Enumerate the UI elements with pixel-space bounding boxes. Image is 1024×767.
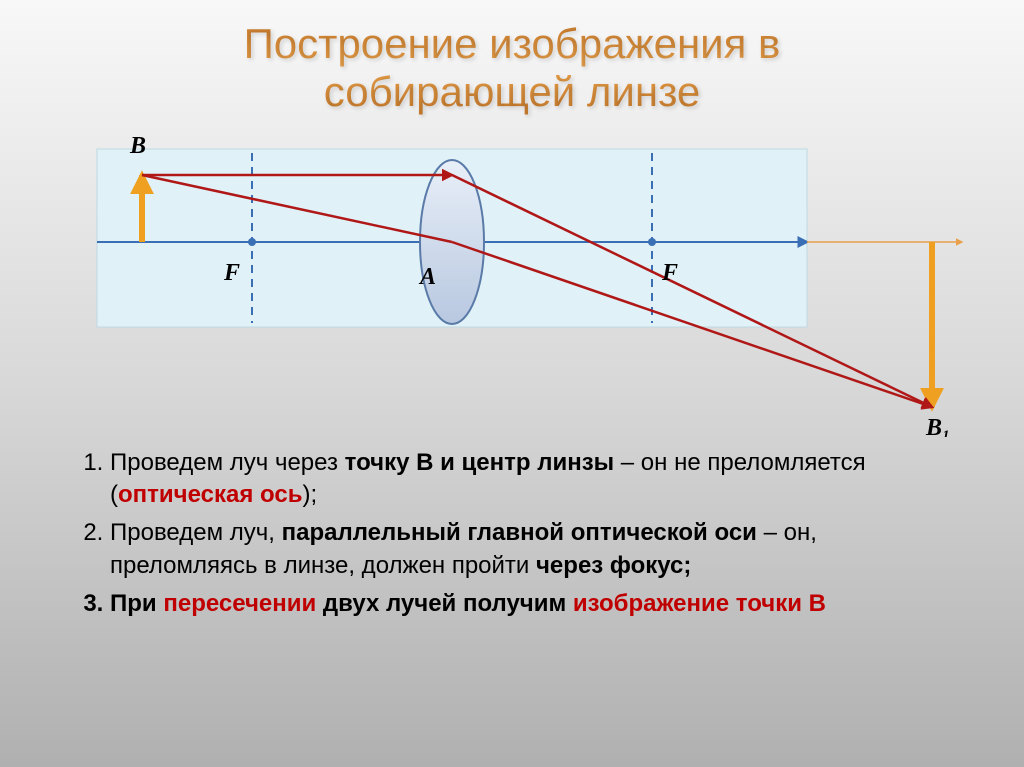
- svg-text:F: F: [661, 260, 678, 286]
- title-line1: Построение изображения в: [244, 20, 781, 67]
- title-line2: собирающей линзе: [324, 68, 700, 115]
- step-3: При пересечении двух лучей получим изобр…: [110, 588, 954, 620]
- lens-diagram: B F A F B₁: [52, 127, 972, 437]
- step-2: Проведем луч, параллельный главной оптич…: [110, 517, 954, 582]
- steps-list: Проведем луч через точку B и центр линзы…: [70, 447, 954, 621]
- svg-text:F: F: [223, 260, 240, 286]
- slide-title: Построение изображения в собирающей линз…: [50, 20, 974, 117]
- svg-text:A: A: [418, 264, 436, 290]
- svg-text:B: B: [129, 133, 146, 159]
- svg-text:B₁: B₁: [925, 415, 950, 437]
- step-1: Проведем луч через точку B и центр линзы…: [110, 447, 954, 512]
